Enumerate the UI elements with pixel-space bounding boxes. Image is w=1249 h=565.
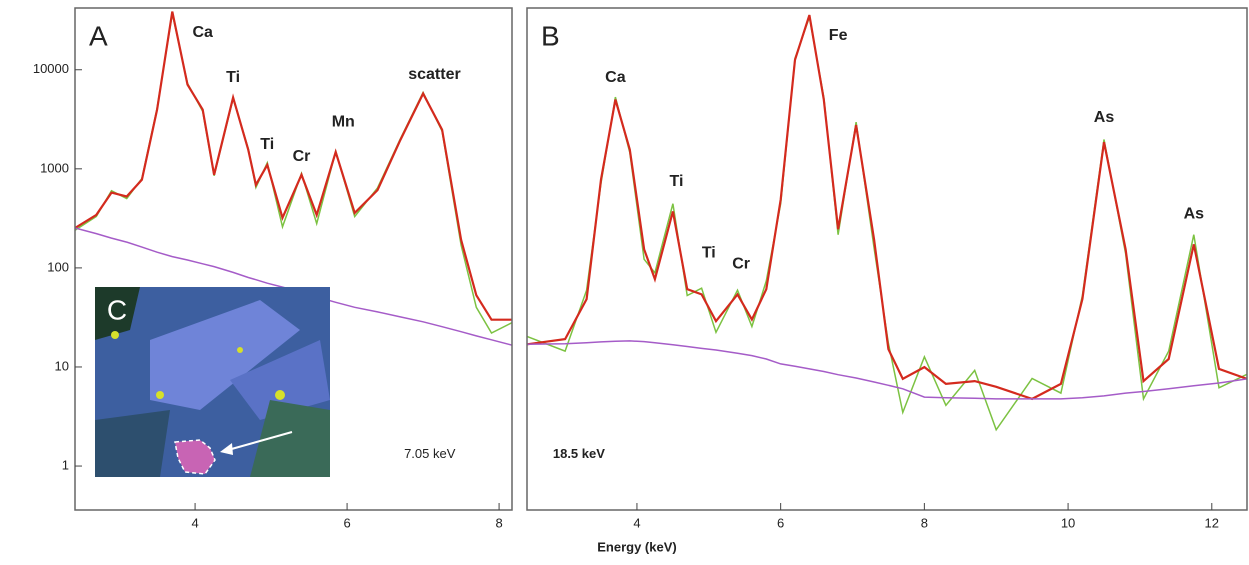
y-tick-label: 1000	[40, 160, 69, 175]
peak-label: As	[1184, 205, 1205, 222]
x-tick-label: 4	[633, 515, 640, 530]
y-tick-label: 10000	[33, 61, 69, 76]
spectrum-line	[527, 340, 1247, 400]
peak-label: As	[1094, 109, 1115, 126]
energy-label: 7.05 keV	[404, 446, 456, 461]
spectrum-line	[75, 13, 512, 334]
inset-grain	[230, 340, 330, 420]
inset-grain	[150, 300, 300, 410]
peak-label: Cr	[293, 148, 311, 165]
peak-label: Ti	[702, 245, 716, 262]
spectrum-line	[75, 227, 512, 346]
peak-label: Cr	[732, 256, 750, 273]
panel-label: B	[541, 20, 560, 51]
peak-label: Fe	[829, 27, 848, 44]
inset-spot	[237, 347, 243, 353]
peak-label: Ca	[605, 69, 626, 86]
inset-arrow	[227, 431, 293, 451]
inset-highlight	[174, 439, 216, 475]
spectrum-line	[527, 14, 1247, 401]
peak-label: Ti	[260, 136, 274, 153]
peak-label: Ti	[669, 173, 683, 190]
peak-label: scatter	[408, 66, 460, 83]
x-tick-label: 8	[495, 515, 502, 530]
inset-label: C	[107, 294, 127, 325]
energy-label: 18.5 keV	[553, 446, 605, 461]
x-axis-label: Energy (keV)	[597, 539, 676, 554]
inset-spot	[111, 331, 119, 339]
inset-region	[250, 400, 330, 477]
y-tick-label: 100	[47, 259, 69, 274]
y-tick-label: 10	[55, 358, 69, 373]
x-tick-label: 8	[921, 515, 928, 530]
spectrum-line	[75, 11, 512, 321]
y-tick-label: 1	[62, 457, 69, 472]
inset-spot	[156, 391, 164, 399]
inset-region	[95, 287, 140, 340]
inset-spot	[275, 390, 285, 400]
x-tick-label: 4	[191, 515, 198, 530]
peak-label: Mn	[332, 113, 355, 130]
peak-label: Ti	[226, 69, 240, 86]
x-tick-label: 12	[1205, 515, 1219, 530]
inset-region	[95, 410, 170, 477]
x-tick-label: 6	[343, 515, 350, 530]
inset-arrowhead	[220, 443, 233, 455]
x-tick-label: 10	[1061, 515, 1075, 530]
spectrum-line	[527, 14, 1247, 432]
peak-label: Ca	[192, 24, 213, 41]
plot-frame	[74, 7, 513, 511]
plot-frame	[526, 7, 1248, 511]
panel-label: A	[89, 20, 108, 51]
inset-image: C	[95, 287, 330, 477]
x-tick-label: 6	[777, 515, 784, 530]
